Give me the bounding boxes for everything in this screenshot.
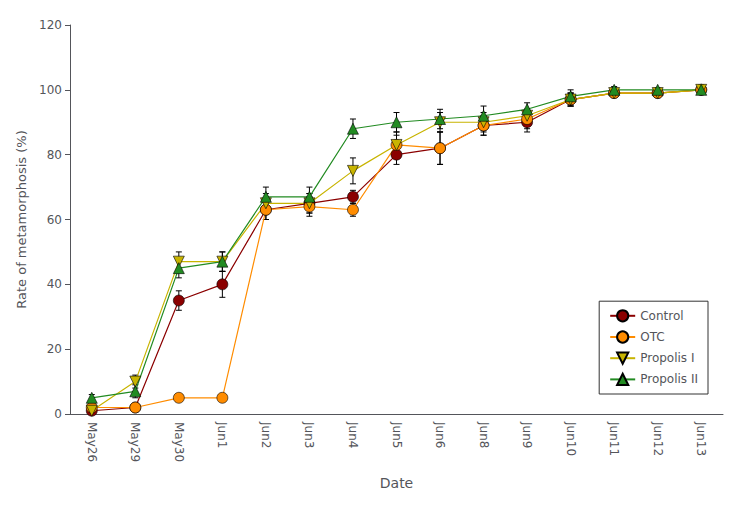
svg-text:20: 20 [47,342,62,356]
svg-text:Jun6: Jun6 [433,421,447,448]
svg-text:May30: May30 [172,422,186,462]
svg-text:Date: Date [380,475,413,491]
svg-text:60: 60 [47,213,62,227]
svg-text:Control: Control [640,309,683,323]
svg-text:Jun12: Jun12 [651,421,665,456]
svg-text:Propolis II: Propolis II [640,372,698,386]
svg-text:OTC: OTC [640,330,664,344]
svg-text:Jun10: Jun10 [564,421,578,456]
svg-text:Jun9: Jun9 [520,421,534,448]
svg-text:Jun5: Jun5 [390,421,404,448]
svg-text:Jun2: Jun2 [259,421,273,448]
svg-text:0: 0 [54,407,62,421]
svg-text:Jun3: Jun3 [302,421,316,448]
svg-text:120: 120 [39,18,62,32]
svg-text:Rate of metamorphosis (%): Rate of metamorphosis (%) [14,130,29,309]
svg-text:May26: May26 [85,422,99,462]
svg-text:100: 100 [39,83,62,97]
svg-text:Jun8: Jun8 [477,421,491,448]
svg-text:Jun13: Jun13 [694,421,708,456]
svg-text:Jun1: Jun1 [215,421,229,448]
svg-text:May29: May29 [128,422,142,462]
svg-text:40: 40 [47,277,62,291]
svg-text:Jun11: Jun11 [607,421,621,456]
svg-text:Jun4: Jun4 [346,421,360,448]
svg-text:80: 80 [47,148,62,162]
svg-text:Propolis I: Propolis I [640,351,694,365]
